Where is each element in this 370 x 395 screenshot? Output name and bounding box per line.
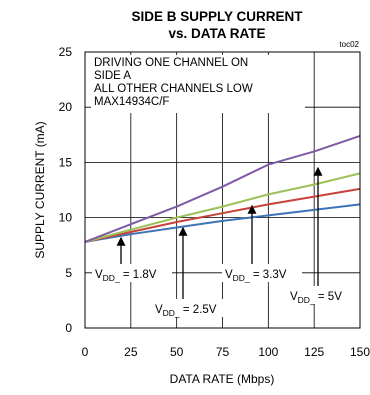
x-tick-100: 100 xyxy=(258,345,278,359)
series-line-v5 xyxy=(84,134,361,243)
x-tick-125: 125 xyxy=(304,345,324,359)
series-lines xyxy=(84,134,361,243)
annotation-line4: MAX14934C/F xyxy=(94,96,169,108)
y-tick-labels: 0 5 10 15 20 25 xyxy=(59,45,73,335)
annotation-line3: ALL OTHER CHANNELS LOW xyxy=(94,83,253,95)
chart-title-line1: SIDE B SUPPLY CURRENT xyxy=(131,9,303,24)
x-tick-50: 50 xyxy=(170,345,184,359)
x-tick-75: 75 xyxy=(216,345,230,359)
y-tick-25: 25 xyxy=(59,45,73,59)
svg-text:VDD_ = 1.8V: VDD_ = 1.8V xyxy=(95,269,157,283)
y-tick-20: 20 xyxy=(59,100,73,114)
annotation-backdrop xyxy=(91,55,305,113)
annotation-line2: SIDE A xyxy=(94,70,131,82)
label-vdd-5v: VDD_ = 5V xyxy=(287,166,355,305)
label-vdd-1-8v: VDD_ = 1.8V xyxy=(92,236,172,283)
label-vdd-3-3v: VDD_ = 3.3V xyxy=(222,204,302,283)
y-tick-15: 15 xyxy=(59,155,73,169)
label-vdd-2-5v: VDD_ = 2.5V xyxy=(152,226,232,318)
annotation-line1: DRIVING ONE CHANNEL ON xyxy=(94,57,248,69)
x-tick-150: 150 xyxy=(350,345,370,359)
x-tick-25: 25 xyxy=(124,345,138,359)
series-line-v18 xyxy=(84,203,361,243)
series-line-v25 xyxy=(84,187,361,243)
chart-title-line2: vs. DATA RATE xyxy=(168,26,265,41)
svg-text:VDD_ = 5V: VDD_ = 5V xyxy=(290,291,342,305)
y-tick-10: 10 xyxy=(59,211,73,225)
series-line-v33 xyxy=(84,172,361,243)
figure-code: toc02 xyxy=(339,40,359,49)
x-tick-0: 0 xyxy=(82,345,89,359)
y-tick-0: 0 xyxy=(65,321,72,335)
plot-frame xyxy=(84,51,361,329)
y-axis-label: SUPPLY CURRENT (mA) xyxy=(33,121,47,258)
x-tick-labels: 0 25 50 75 100 125 150 xyxy=(82,345,370,359)
svg-text:VDD_ = 2.5V: VDD_ = 2.5V xyxy=(155,304,217,318)
x-axis-label: DATA RATE (Mbps) xyxy=(170,372,275,386)
svg-text:VDD_ = 3.3V: VDD_ = 3.3V xyxy=(225,269,287,283)
y-tick-5: 5 xyxy=(65,266,72,280)
